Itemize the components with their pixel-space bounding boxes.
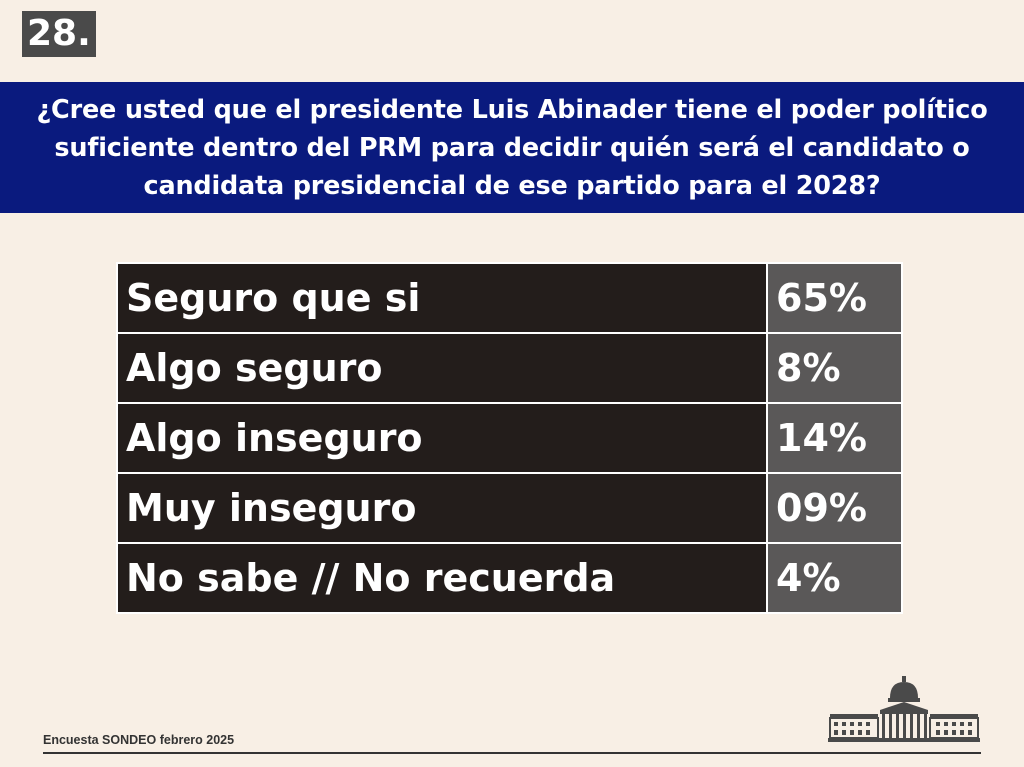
response-percentage: 4% (766, 542, 903, 614)
table-row: Seguro que si 65% (116, 262, 903, 334)
response-label: Algo inseguro (116, 402, 768, 474)
response-label: Algo seguro (116, 332, 768, 404)
question-banner: ¿Cree usted que el presidente Luis Abina… (0, 82, 1024, 213)
table-row: Muy inseguro 09% (116, 472, 903, 544)
source-caption: Encuesta SONDEO febrero 2025 (43, 733, 235, 747)
slide-number: 28. (22, 11, 96, 57)
response-percentage: 14% (766, 402, 903, 474)
response-label: No sabe // No recuerda (116, 542, 768, 614)
response-percentage: 65% (766, 262, 903, 334)
results-table: Seguro que si 65% Algo seguro 8% Algo in… (116, 262, 903, 614)
capitol-building-icon (828, 676, 980, 742)
response-percentage: 8% (766, 332, 903, 404)
table-row: No sabe // No recuerda 4% (116, 542, 903, 614)
footer-divider (43, 752, 981, 754)
response-label: Seguro que si (116, 262, 768, 334)
response-percentage: 09% (766, 472, 903, 544)
response-label: Muy inseguro (116, 472, 768, 544)
table-row: Algo seguro 8% (116, 332, 903, 404)
question-text: ¿Cree usted que el presidente Luis Abina… (36, 94, 988, 201)
table-row: Algo inseguro 14% (116, 402, 903, 474)
